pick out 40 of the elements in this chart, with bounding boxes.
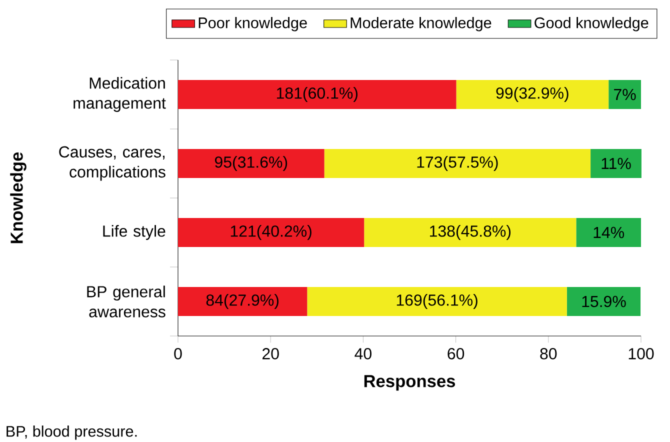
- bar: [576, 218, 642, 247]
- bar: [178, 218, 364, 247]
- data-label: 14%: [594, 226, 624, 238]
- legend-label: Good knowledge: [534, 16, 648, 32]
- legend-label: Poor knowledge: [198, 16, 307, 32]
- data-label: 169(56.1%): [396, 294, 478, 309]
- x-tick-label: 100: [628, 348, 654, 360]
- bar: [178, 149, 324, 178]
- data-label: 138(45.8%): [430, 225, 511, 240]
- y-tick-label: BP general awareness: [87, 286, 166, 318]
- bar: [178, 80, 456, 109]
- data-label: 84(27.9%): [206, 294, 278, 309]
- bar: [456, 80, 609, 109]
- data-label: 121(40.2%): [230, 225, 312, 240]
- legend-label: Moderate knowledge: [350, 16, 492, 32]
- data-label: 99(32.9%): [496, 87, 568, 102]
- bar: [324, 149, 591, 178]
- data-label: 15.9%: [582, 296, 626, 308]
- bar: [608, 80, 642, 109]
- y-tick-label: Medication management: [74, 77, 166, 112]
- data-label: 173(57.5%): [417, 156, 498, 171]
- x-tick-label: 60: [448, 348, 464, 360]
- data-label: 95(31.6%): [215, 156, 288, 171]
- bar: [364, 218, 576, 247]
- y-axis-title: Knowledge: [10, 152, 26, 244]
- y-tick-label: Causes, cares, complications: [59, 146, 166, 181]
- data-label: 181(60.1%): [276, 87, 358, 102]
- x-tick-label: 40: [354, 348, 372, 360]
- bar: [178, 287, 308, 316]
- bar: [566, 287, 641, 316]
- x-tick-label: 0: [174, 348, 182, 360]
- bar: [307, 287, 567, 316]
- bar: [590, 149, 642, 178]
- data-label: 11%: [602, 158, 631, 170]
- x-axis-title: Responses: [364, 375, 456, 391]
- data-label: 7%: [614, 88, 636, 100]
- y-tick-label: Life style: [103, 225, 166, 240]
- x-tick-label: 20: [262, 348, 279, 360]
- x-tick-label: 80: [540, 348, 557, 360]
- text: BP, blood pressure.: [6, 426, 137, 440]
